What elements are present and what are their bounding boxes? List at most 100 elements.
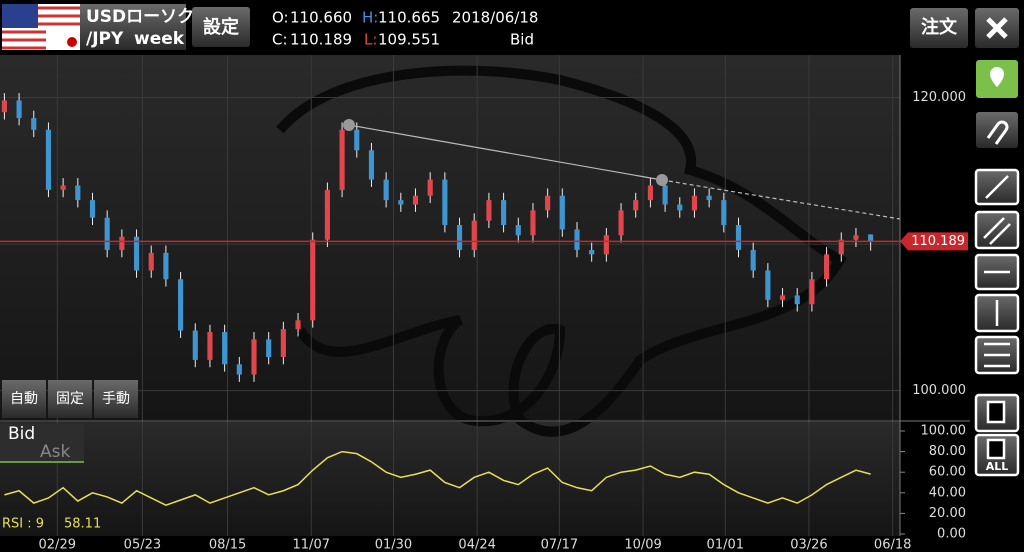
date: 2018/06/18 [452,9,538,27]
candle-body [515,225,521,236]
candle-body [809,279,815,305]
quote-side: Bid [510,31,534,49]
candle-body [691,195,698,211]
candle-body [133,236,140,271]
x-tick-label: 05/23 [124,538,161,552]
settings-button[interactable] [192,7,250,47]
settings-label: 設定 [203,16,239,38]
candle-body [192,330,198,360]
candle-body [207,332,213,360]
mode-button[interactable] [2,380,46,418]
open-value: 110.660 [290,9,352,27]
magnet-button[interactable] [976,112,1018,148]
trend-anchor[interactable] [343,119,355,131]
x-tick-label: 04/24 [458,538,495,552]
candle-body [236,364,242,375]
mode-label: 手動 [102,391,130,407]
candle-body [295,320,301,330]
rsi-name: RSI : 9 [2,517,44,532]
mode-label: 自動 [10,391,38,407]
candle-body [398,200,404,205]
candle-body [383,179,389,201]
x-tick-label: 01/01 [707,538,744,552]
x-tick-label: 02/29 [39,538,76,552]
channel-tool[interactable] [974,210,1020,250]
flag-stripes [2,6,80,50]
candle-body [89,200,96,218]
candle-body [794,295,800,305]
candle-body [412,195,419,205]
high-value: 110.665 [378,9,440,27]
candle-body [574,229,580,250]
bid-ask-toggle[interactable] [0,424,84,462]
candle-body [662,185,668,205]
pair: /JPY [86,29,124,49]
draw-tools [974,168,1020,477]
rsi-panel [0,422,900,536]
candle-body [824,254,830,280]
x-tick-label: 08/15 [209,538,246,552]
candle-body [721,200,727,226]
candle-body [354,129,360,151]
rsi-line [4,450,871,506]
mode-label: 固定 [56,391,84,407]
flag-jp-sun [67,37,77,47]
rsi-last: 58.11 [64,517,101,532]
candle-body [324,189,330,240]
candle-body [779,295,786,300]
candle-body [339,129,345,190]
candle-body [280,329,286,357]
last-price-tag [900,232,968,251]
low-value: 109.551 [378,31,440,49]
candle-body [16,100,22,119]
location-icon [990,67,1004,87]
candle-body [31,118,37,130]
x-tick-label: 01/30 [375,538,412,552]
mode-button[interactable] [48,380,92,418]
ask-label: Ask [40,442,70,462]
rsi-tick-label: 80.00 [929,444,966,459]
candle-body [442,179,448,226]
candle-body [178,279,184,331]
candle-body [868,234,874,242]
candle-body [838,239,844,255]
mode-button[interactable] [94,380,138,418]
rsi-tick-label: 100.00 [921,424,967,439]
trend-line-extension [661,179,901,220]
close-label: C: [272,31,288,49]
trend-anchor[interactable] [656,174,668,186]
candle-body [251,339,257,375]
order-button[interactable] [910,8,968,48]
candle-body [266,339,272,357]
candle-body [75,185,81,201]
candle-body [589,249,595,255]
candle-body [501,200,507,226]
erase-all-label: ALL [986,460,1009,473]
magnet-icon [986,120,1009,145]
candle-body [222,332,228,365]
close-icon [986,17,1008,39]
price-panel [0,55,900,420]
candle-body [603,235,609,255]
plot: 02/29 05/23 08/15 11/07 01/30 04/24 07/17 10/09… [0,55,970,552]
candle-body [633,200,639,211]
candle-body [456,225,463,250]
rsi-tick-label: 40.00 [929,485,966,500]
low-label: L: [364,31,377,49]
candle-body [310,239,316,321]
symbol-box[interactable] [80,4,186,50]
candle-body [1,100,7,113]
flag-canton [2,4,38,28]
candle-body [530,210,536,236]
candle-body [163,252,169,280]
x-tick-label: 03/26 [790,538,827,552]
candle-body [471,220,477,250]
candle-body [119,236,125,250]
x-tick-label: 07/17 [541,538,578,552]
candle-body [545,195,551,211]
candle-body [368,150,375,180]
mode-buttons [2,380,138,418]
symbol: USDローソク [86,7,194,27]
candle-body [486,200,492,221]
y-tick-label: 120.000 [912,90,966,105]
